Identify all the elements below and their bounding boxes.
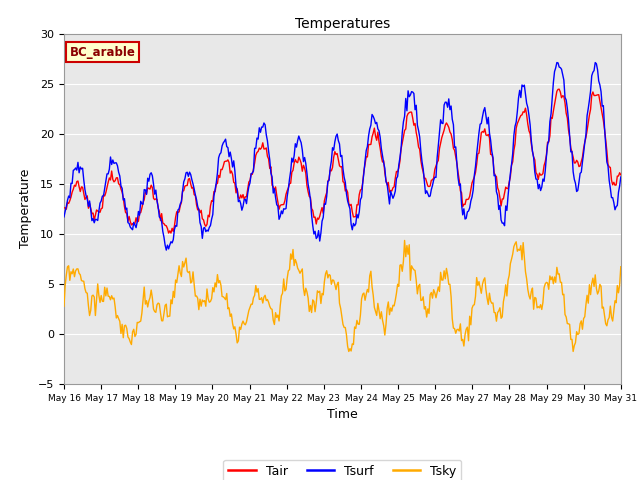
Legend: Tair, Tsurf, Tsky: Tair, Tsurf, Tsky (223, 460, 461, 480)
Title: Temperatures: Temperatures (295, 17, 390, 31)
Text: BC_arable: BC_arable (70, 46, 136, 59)
Y-axis label: Temperature: Temperature (19, 169, 33, 249)
X-axis label: Time: Time (327, 408, 358, 421)
